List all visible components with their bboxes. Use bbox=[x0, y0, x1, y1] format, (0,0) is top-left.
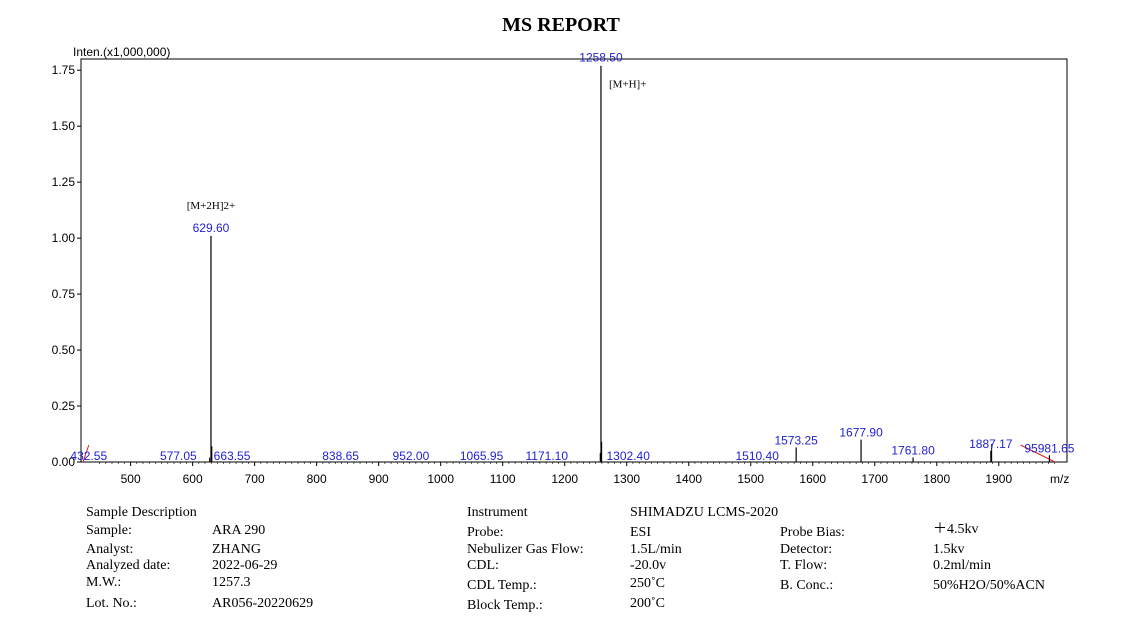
peak-annotation: [M+2H]2+ bbox=[187, 200, 235, 212]
x-tick-label: 1500 bbox=[737, 472, 764, 486]
y-tick-label: 1.75 bbox=[52, 63, 76, 77]
lot-no-value: AR056-20220629 bbox=[212, 596, 314, 611]
lot-no-label: Lot. No.: bbox=[86, 596, 137, 611]
peak-label: 838.65 bbox=[322, 449, 359, 463]
peak-label: 432.55 bbox=[70, 449, 107, 463]
x-tick-label: 1000 bbox=[427, 472, 454, 486]
sample-label: Sample: bbox=[86, 523, 132, 538]
analyst-value: ZHANG bbox=[212, 542, 261, 557]
x-tick-label: 700 bbox=[245, 472, 265, 486]
x-tick-label: 1400 bbox=[675, 472, 702, 486]
detector-label: Detector: bbox=[780, 542, 833, 557]
block-temp-label: Block Temp.: bbox=[467, 598, 543, 613]
x-tick-label: 500 bbox=[121, 472, 141, 486]
peak-label: 1573.25 bbox=[774, 433, 818, 447]
peak-label: 1677.90 bbox=[839, 426, 883, 440]
sample-description-heading: Sample Description bbox=[86, 505, 197, 520]
block-temp-value: 200˚C bbox=[630, 596, 665, 611]
peak-label: 1065.95 bbox=[460, 449, 504, 463]
instrument-label: Instrument bbox=[467, 505, 528, 520]
x-tick-label: 800 bbox=[307, 472, 327, 486]
detector-value: 1.5kv bbox=[933, 542, 965, 557]
ms-spectrum-chart: MS REPORT Inten.(x1,000,000) 0.00 0.25 0.5… bbox=[52, 14, 1075, 486]
peak-label: 1171.10 bbox=[526, 449, 569, 463]
t-flow-value: 0.2ml/min bbox=[933, 558, 991, 573]
probe-bias-label: Probe Bias: bbox=[780, 525, 845, 540]
analyst-label: Analyst: bbox=[86, 542, 134, 557]
analyzed-date-value: 2022-06-29 bbox=[212, 558, 278, 573]
b-conc-value: 50%H2O/50%ACN bbox=[933, 578, 1045, 593]
cdl-label: CDL: bbox=[467, 558, 499, 573]
analyzed-date-label: Analyzed date: bbox=[86, 558, 171, 573]
x-tick-label: 1600 bbox=[799, 472, 826, 486]
x-tick-label: 900 bbox=[369, 472, 389, 486]
x-tick-label: 1800 bbox=[923, 472, 950, 486]
peak-label: 1761.80 bbox=[891, 444, 935, 458]
cdl-temp-label: CDL Temp.: bbox=[467, 578, 537, 593]
sample-value: ARA 290 bbox=[212, 523, 266, 538]
report-title: MS REPORT bbox=[502, 14, 620, 36]
peak-label: 1510.40 bbox=[735, 449, 779, 463]
x-tick-label: 1700 bbox=[861, 472, 888, 486]
mw-label: M.W.: bbox=[86, 575, 122, 590]
x-tick-label: 1300 bbox=[613, 472, 640, 486]
x-tick-label: 1200 bbox=[551, 472, 578, 486]
y-tick-label: 1.50 bbox=[52, 119, 76, 133]
b-conc-label: B. Conc.: bbox=[780, 578, 834, 593]
x-axis-label: m/z bbox=[1050, 472, 1069, 486]
peak-label: 1258.50 bbox=[579, 51, 623, 65]
y-axis-label: Inten.(x1,000,000) bbox=[73, 45, 170, 59]
y-tick-label: 0.00 bbox=[52, 455, 76, 469]
x-tick-label: 600 bbox=[183, 472, 203, 486]
y-tick-label: 1.00 bbox=[52, 231, 76, 245]
peaks-group: 432.55 577.05 629.60 [M+2H]2+ 663.55 838.65 95… bbox=[70, 51, 1074, 463]
y-tick-label: 0.50 bbox=[52, 343, 76, 357]
t-flow-label: T. Flow: bbox=[780, 558, 828, 573]
peak-label: 629.60 bbox=[193, 221, 230, 235]
y-tick-label: 1.25 bbox=[52, 175, 76, 189]
nebulizer-value: 1.5L/min bbox=[630, 542, 682, 557]
peak-label: 663.55 bbox=[214, 449, 251, 463]
peak-label: 95981.65 bbox=[1024, 441, 1074, 455]
x-tick-label: 1100 bbox=[490, 472, 516, 486]
probe-bias-value: ＋4.5kv bbox=[933, 522, 979, 537]
plot-frame bbox=[80, 58, 1068, 463]
peak-label: 1887.17 bbox=[969, 437, 1013, 451]
y-tick-label: 0.25 bbox=[52, 399, 76, 413]
peak-annotation: [M+H]+ bbox=[609, 79, 646, 91]
mw-value: 1257.3 bbox=[212, 575, 251, 590]
cdl-temp-value: 250˚C bbox=[630, 576, 665, 591]
cdl-value: -20.0v bbox=[630, 558, 667, 573]
baseline-marker-left bbox=[82, 444, 90, 463]
peak-label: 952.00 bbox=[393, 449, 430, 463]
probe-label: Probe: bbox=[467, 525, 504, 540]
y-axis: 0.00 0.25 0.50 0.75 1.00 1.25 1.50 1.75 bbox=[52, 63, 81, 469]
instrument-value: SHIMADZU LCMS-2020 bbox=[630, 505, 779, 520]
peak-label: 577.05 bbox=[160, 449, 197, 463]
probe-value: ESI bbox=[630, 525, 651, 540]
peak-label: 1302.40 bbox=[607, 449, 651, 463]
nebulizer-label: Nebulizer Gas Flow: bbox=[467, 542, 584, 557]
x-axis: 500 600 700 800 900 1000 1100 1200 1300 1400 1500 1… bbox=[99, 462, 1055, 486]
y-tick-label: 0.75 bbox=[52, 287, 76, 301]
x-tick-label: 1900 bbox=[985, 472, 1012, 486]
